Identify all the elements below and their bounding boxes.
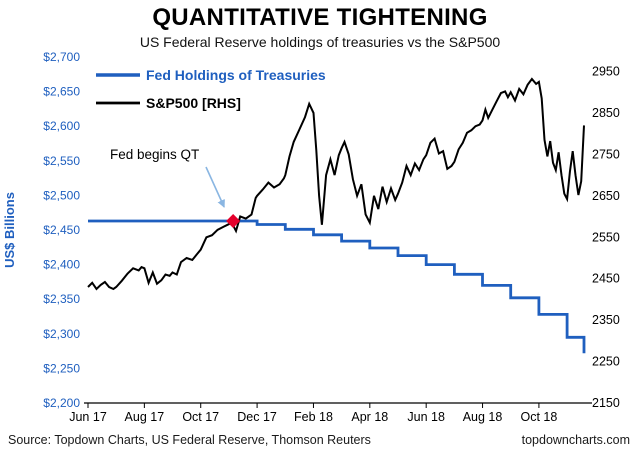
left-axis-tick-label: $2,600 [43,119,80,133]
right-axis-tick-label: 2450 [592,272,620,286]
sp500-line [87,77,585,291]
legend-item: S&P500 [RHS] [96,95,241,111]
x-axis-tick-label: Oct 17 [182,410,219,424]
left-axis-tick-label: $2,300 [43,327,80,341]
annotation-fed-begins-qt: Fed begins QT [110,147,199,162]
left-axis-title: US$ Billions [2,192,17,268]
left-axis-tick-label: $2,200 [43,396,80,410]
x-axis-tick-label: Dec 17 [237,410,277,424]
chart-canvas: Jun 17 Aug 17 Oct 17 Dec 17 Feb 18 Apr 18 Jun … [2,51,620,424]
left-axis-tick-label: $2,550 [43,154,80,168]
site-credit: topdowncharts.com [521,433,630,447]
right-axis-tick-label: 2650 [592,189,620,203]
source-note: Source: Topdown Charts, US Federal Reser… [8,433,371,447]
right-axis-tick-label: 2950 [592,65,620,79]
x-axis-tick-label: Feb 18 [294,410,333,424]
right-axis-tick-label: 2850 [592,106,620,120]
chart-header: QUANTITATIVE TIGHTENING US Federal Reser… [0,0,640,51]
right-axis-tick-label: 2750 [592,147,620,161]
left-axis-tick-label: $2,350 [43,292,80,306]
qt-marker-diamond [226,214,241,229]
chart-subtitle: US Federal Reserve holdings of treasurie… [139,34,501,50]
x-axis-tick-label: Jun 18 [407,410,445,424]
left-axis-tick-label: $2,450 [43,223,80,237]
chart-title: QUANTITATIVE TIGHTENING [152,4,488,31]
legend-item: Fed Holdings of Treasuries [96,67,326,83]
right-axis-tick-label: 2350 [592,313,620,327]
x-axis-tick-label: Apr 18 [351,410,388,424]
left-axis-tick-label: $2,400 [43,258,80,272]
chart-footer: Source: Topdown Charts, US Federal Reser… [0,429,640,447]
right-axis-tick-label: 2550 [592,230,620,244]
fed-holdings-line [88,219,586,354]
x-axis-tick-label: Oct 18 [520,410,557,424]
x-axis-tick-label: Aug 18 [463,410,503,424]
left-axis-tick-label: $2,250 [43,361,80,375]
right-axis-tick-label: 2250 [592,355,620,369]
legend-label: S&P500 [RHS] [146,95,241,111]
left-axis-tick-label: $2,700 [43,51,80,64]
x-axis-tick-label: Jun 17 [69,410,107,424]
left-axis-tick-label: $2,500 [43,188,80,202]
legend-label: Fed Holdings of Treasuries [146,67,326,83]
left-axis-tick-label: $2,650 [43,85,80,99]
right-axis-tick-label: 2150 [592,396,620,410]
annotation-arrow [205,166,225,208]
x-axis-tick-label: Aug 17 [125,410,165,424]
